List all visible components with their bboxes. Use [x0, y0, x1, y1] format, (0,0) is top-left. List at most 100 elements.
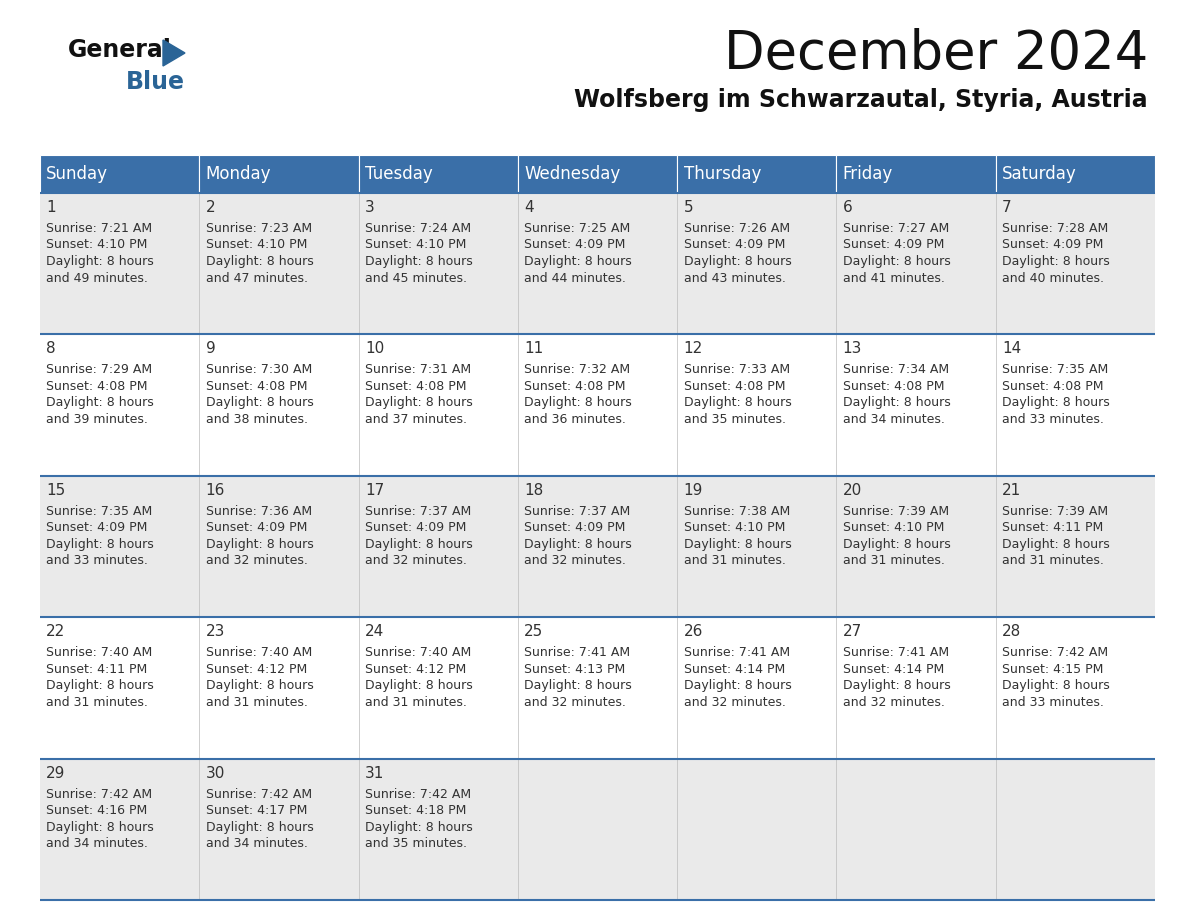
Text: Sunset: 4:09 PM: Sunset: 4:09 PM — [842, 239, 944, 252]
Text: Sunrise: 7:35 AM: Sunrise: 7:35 AM — [46, 505, 152, 518]
Text: Sunset: 4:09 PM: Sunset: 4:09 PM — [46, 521, 147, 534]
Text: Daylight: 8 hours: Daylight: 8 hours — [683, 255, 791, 268]
Text: Sunset: 4:09 PM: Sunset: 4:09 PM — [524, 521, 626, 534]
Text: and 44 minutes.: and 44 minutes. — [524, 272, 626, 285]
Text: Sunrise: 7:42 AM: Sunrise: 7:42 AM — [365, 788, 472, 800]
Text: Sunrise: 7:21 AM: Sunrise: 7:21 AM — [46, 222, 152, 235]
Bar — [836, 758, 996, 900]
Text: Sunrise: 7:31 AM: Sunrise: 7:31 AM — [365, 364, 472, 376]
Text: and 31 minutes.: and 31 minutes. — [46, 696, 148, 709]
Text: Sunday: Sunday — [46, 165, 108, 183]
Text: 26: 26 — [683, 624, 703, 639]
Text: 22: 22 — [46, 624, 65, 639]
Text: and 31 minutes.: and 31 minutes. — [206, 696, 308, 709]
Text: 2: 2 — [206, 200, 215, 215]
Text: 17: 17 — [365, 483, 384, 498]
Bar — [677, 155, 836, 193]
Bar — [836, 476, 996, 617]
Bar — [518, 155, 677, 193]
Text: 18: 18 — [524, 483, 543, 498]
Text: 21: 21 — [1003, 483, 1022, 498]
Bar — [996, 193, 1155, 334]
Text: Daylight: 8 hours: Daylight: 8 hours — [206, 255, 314, 268]
Text: and 32 minutes.: and 32 minutes. — [524, 554, 626, 567]
Text: Sunset: 4:09 PM: Sunset: 4:09 PM — [206, 521, 307, 534]
Bar — [518, 193, 677, 334]
Bar — [996, 334, 1155, 476]
Text: Sunrise: 7:34 AM: Sunrise: 7:34 AM — [842, 364, 949, 376]
Text: and 31 minutes.: and 31 minutes. — [683, 554, 785, 567]
Text: Wolfsberg im Schwarzautal, Styria, Austria: Wolfsberg im Schwarzautal, Styria, Austr… — [574, 88, 1148, 112]
Text: Sunrise: 7:42 AM: Sunrise: 7:42 AM — [1003, 646, 1108, 659]
Bar — [677, 617, 836, 758]
Text: Sunrise: 7:41 AM: Sunrise: 7:41 AM — [683, 646, 790, 659]
Text: and 32 minutes.: and 32 minutes. — [842, 696, 944, 709]
Text: Sunrise: 7:28 AM: Sunrise: 7:28 AM — [1003, 222, 1108, 235]
Text: Sunrise: 7:36 AM: Sunrise: 7:36 AM — [206, 505, 311, 518]
Text: Sunset: 4:08 PM: Sunset: 4:08 PM — [46, 380, 147, 393]
Text: Sunset: 4:18 PM: Sunset: 4:18 PM — [365, 804, 467, 817]
Text: Sunrise: 7:40 AM: Sunrise: 7:40 AM — [206, 646, 312, 659]
Text: Sunrise: 7:42 AM: Sunrise: 7:42 AM — [206, 788, 311, 800]
Text: and 35 minutes.: and 35 minutes. — [365, 837, 467, 850]
Text: Sunrise: 7:39 AM: Sunrise: 7:39 AM — [842, 505, 949, 518]
Bar — [359, 193, 518, 334]
Bar — [518, 758, 677, 900]
Text: Sunrise: 7:41 AM: Sunrise: 7:41 AM — [524, 646, 631, 659]
Text: Daylight: 8 hours: Daylight: 8 hours — [1003, 255, 1110, 268]
Text: Sunrise: 7:25 AM: Sunrise: 7:25 AM — [524, 222, 631, 235]
Bar — [518, 617, 677, 758]
Text: Daylight: 8 hours: Daylight: 8 hours — [46, 679, 154, 692]
Bar — [40, 476, 200, 617]
Bar — [836, 155, 996, 193]
Text: 8: 8 — [46, 341, 56, 356]
Text: and 34 minutes.: and 34 minutes. — [46, 837, 148, 850]
Text: Sunset: 4:17 PM: Sunset: 4:17 PM — [206, 804, 307, 817]
Text: and 49 minutes.: and 49 minutes. — [46, 272, 148, 285]
Bar — [359, 476, 518, 617]
Text: 24: 24 — [365, 624, 384, 639]
Bar — [996, 476, 1155, 617]
Text: Daylight: 8 hours: Daylight: 8 hours — [365, 538, 473, 551]
Text: Daylight: 8 hours: Daylight: 8 hours — [842, 538, 950, 551]
Text: Sunset: 4:08 PM: Sunset: 4:08 PM — [206, 380, 308, 393]
Bar — [40, 155, 200, 193]
Text: Wednesday: Wednesday — [524, 165, 620, 183]
Text: Sunrise: 7:32 AM: Sunrise: 7:32 AM — [524, 364, 631, 376]
Text: 27: 27 — [842, 624, 862, 639]
Bar — [359, 758, 518, 900]
Text: and 34 minutes.: and 34 minutes. — [206, 837, 308, 850]
Text: Tuesday: Tuesday — [365, 165, 432, 183]
Text: 30: 30 — [206, 766, 225, 780]
Text: Sunset: 4:09 PM: Sunset: 4:09 PM — [1003, 239, 1104, 252]
Text: Sunrise: 7:41 AM: Sunrise: 7:41 AM — [842, 646, 949, 659]
Text: 13: 13 — [842, 341, 862, 356]
Text: and 33 minutes.: and 33 minutes. — [1003, 413, 1104, 426]
Text: Sunset: 4:08 PM: Sunset: 4:08 PM — [365, 380, 467, 393]
Text: 4: 4 — [524, 200, 533, 215]
Text: Sunrise: 7:27 AM: Sunrise: 7:27 AM — [842, 222, 949, 235]
Text: Sunset: 4:08 PM: Sunset: 4:08 PM — [842, 380, 944, 393]
Bar — [200, 758, 359, 900]
Text: Daylight: 8 hours: Daylight: 8 hours — [46, 821, 154, 834]
Text: Daylight: 8 hours: Daylight: 8 hours — [365, 255, 473, 268]
Text: Sunset: 4:15 PM: Sunset: 4:15 PM — [1003, 663, 1104, 676]
Text: Daylight: 8 hours: Daylight: 8 hours — [842, 679, 950, 692]
Text: Daylight: 8 hours: Daylight: 8 hours — [683, 538, 791, 551]
Text: Sunset: 4:09 PM: Sunset: 4:09 PM — [524, 239, 626, 252]
Text: and 33 minutes.: and 33 minutes. — [1003, 696, 1104, 709]
Text: and 32 minutes.: and 32 minutes. — [365, 554, 467, 567]
Text: Sunset: 4:09 PM: Sunset: 4:09 PM — [365, 521, 467, 534]
Text: Sunrise: 7:38 AM: Sunrise: 7:38 AM — [683, 505, 790, 518]
Bar — [359, 334, 518, 476]
Bar — [359, 617, 518, 758]
Text: Daylight: 8 hours: Daylight: 8 hours — [524, 255, 632, 268]
Text: Daylight: 8 hours: Daylight: 8 hours — [365, 679, 473, 692]
Text: Daylight: 8 hours: Daylight: 8 hours — [524, 679, 632, 692]
Bar — [677, 476, 836, 617]
Text: 14: 14 — [1003, 341, 1022, 356]
Text: and 32 minutes.: and 32 minutes. — [683, 696, 785, 709]
Text: and 36 minutes.: and 36 minutes. — [524, 413, 626, 426]
Text: 3: 3 — [365, 200, 374, 215]
Text: Sunrise: 7:23 AM: Sunrise: 7:23 AM — [206, 222, 311, 235]
